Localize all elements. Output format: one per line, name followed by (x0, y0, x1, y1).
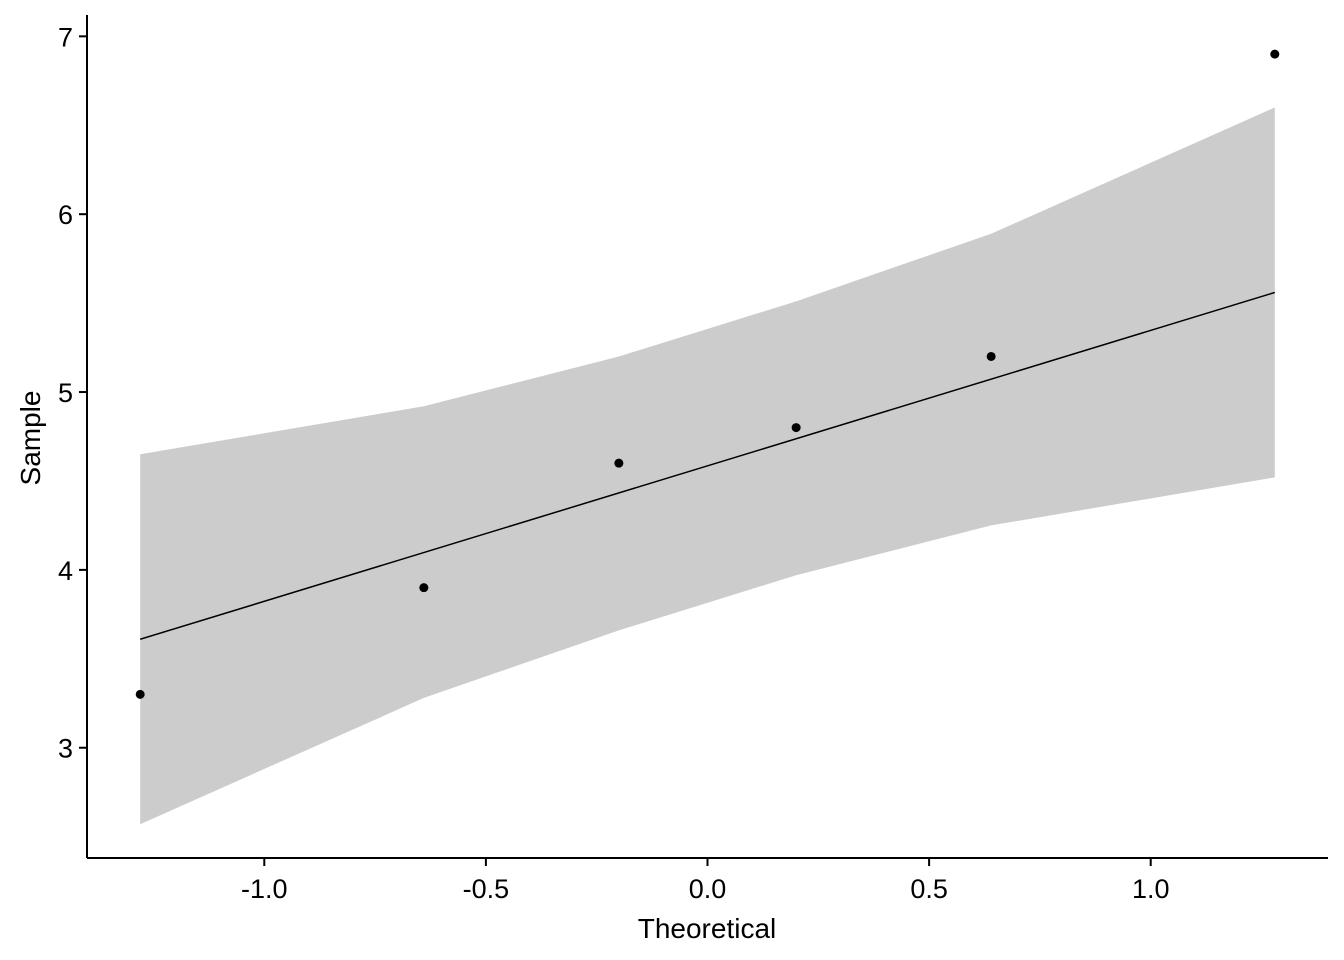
y-axis-title: Sample (15, 391, 46, 486)
y-tick-label: 5 (58, 378, 73, 408)
x-tick-label: 0.0 (689, 874, 727, 904)
x-tick-label: -0.5 (463, 874, 510, 904)
data-point-5 (986, 351, 996, 361)
data-points-layer (135, 49, 1280, 699)
y-tick-label: 7 (58, 22, 73, 52)
data-point-2 (419, 583, 429, 593)
x-axis-title: Theoretical (638, 913, 777, 944)
data-point-1 (135, 689, 145, 699)
x-tick-label: 1.0 (1132, 874, 1170, 904)
y-tick-label: 3 (58, 734, 73, 764)
x-tick-label: 0.5 (910, 874, 948, 904)
data-point-6 (1270, 49, 1280, 59)
y-tick-label: 4 (58, 556, 73, 586)
reference-line-layer (139, 291, 1276, 640)
data-point-3 (614, 458, 624, 468)
reference-line (139, 291, 1276, 640)
data-point-4 (791, 423, 801, 433)
y-tick-label: 6 (58, 200, 73, 230)
x-tick-label: -1.0 (241, 874, 288, 904)
axes-layer: -1.0 -0.5 0.0 0.5 1.0 3 4 5 6 7 (58, 15, 1328, 904)
